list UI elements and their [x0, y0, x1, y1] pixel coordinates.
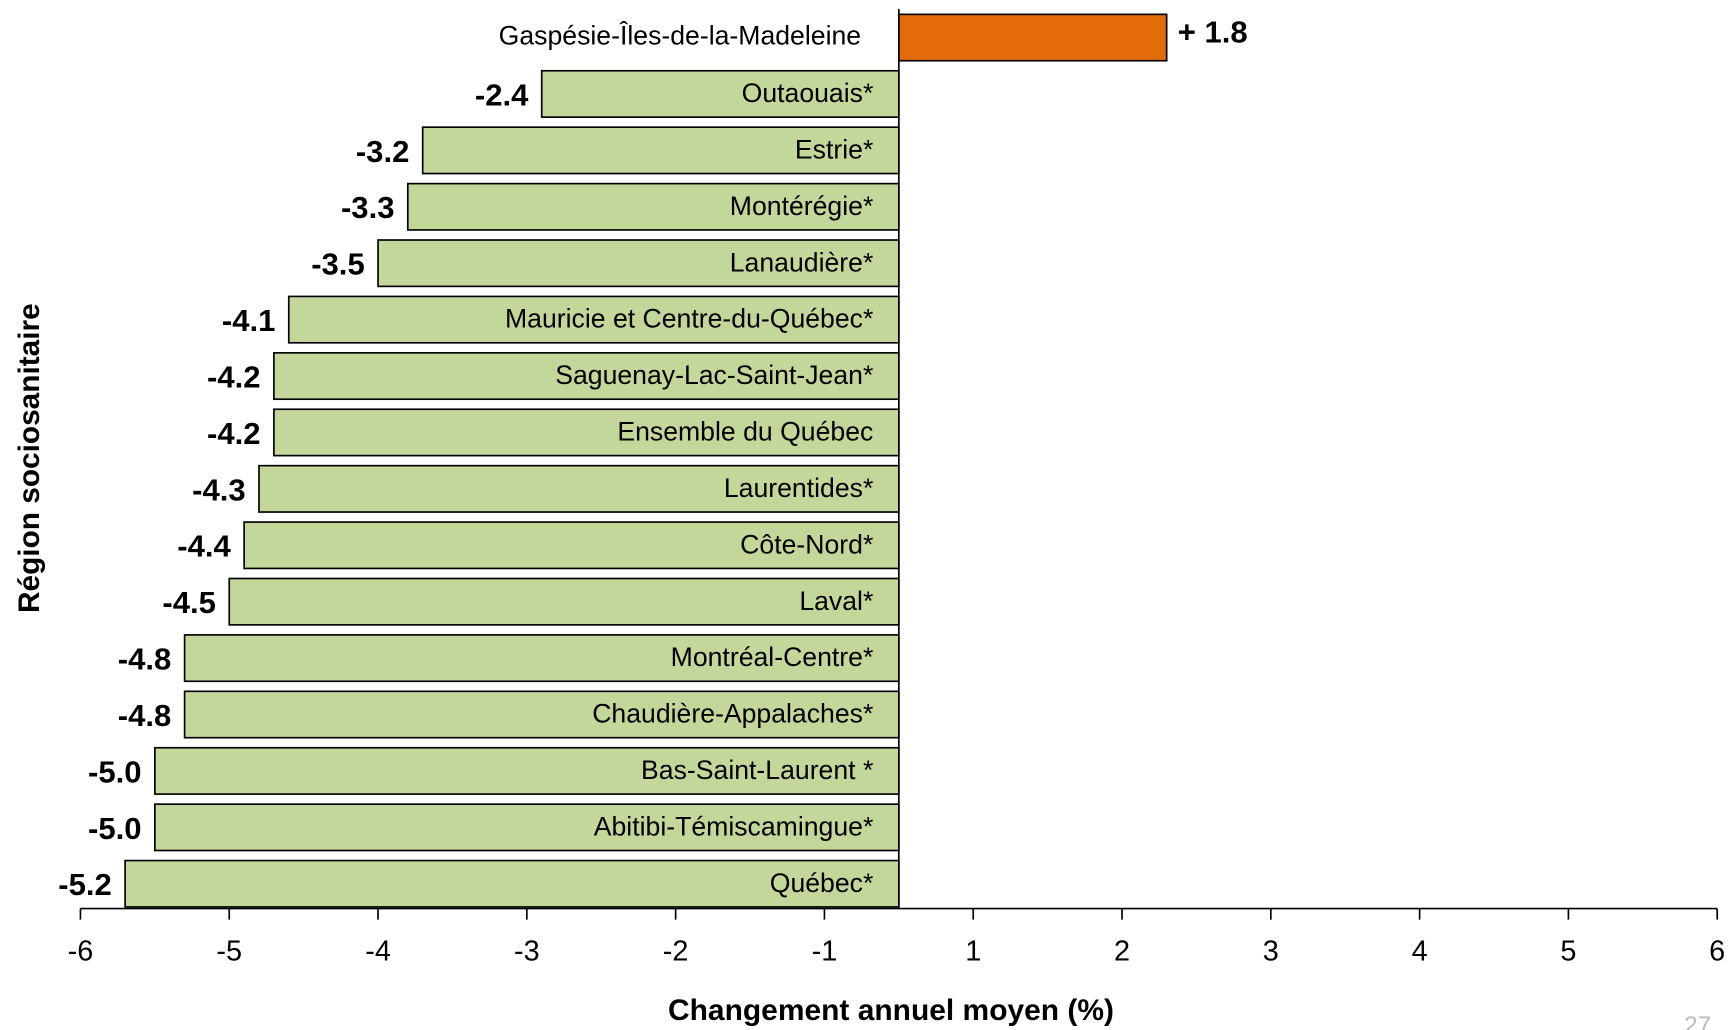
bar [228, 577, 900, 626]
value-label: -3.3 [341, 190, 395, 225]
y-axis-title: Région sociosanitaire [13, 303, 46, 613]
x-axis-title: Changement annuel moyen (%) [668, 994, 1114, 1027]
category-label: Montérégie* [730, 191, 874, 221]
value-label: + 1.8 [1178, 14, 1248, 49]
x-tick-label: -2 [663, 935, 689, 967]
category-label: Laurentides* [724, 473, 873, 503]
bar [406, 182, 900, 231]
value-label: -4.4 [177, 529, 231, 564]
value-label: -3.5 [311, 247, 365, 282]
bar [243, 521, 900, 570]
category-label: Abitibi-Témiscamingue* [594, 812, 874, 842]
category-label: Gaspésie-Îles-de-la-Madeleine [499, 21, 861, 51]
value-label: -4.8 [118, 642, 172, 677]
category-label: Mauricie et Centre-du-Québec* [505, 304, 873, 334]
value-label: -4.8 [118, 698, 172, 733]
x-tick-label: 6 [1709, 935, 1725, 967]
page-number: 27 [1684, 1012, 1711, 1030]
bar [377, 239, 900, 288]
x-tick-label: -4 [365, 935, 391, 967]
value-label: -5.0 [88, 811, 142, 846]
bar [154, 746, 900, 795]
value-label: -4.5 [162, 585, 216, 620]
bar [897, 13, 1168, 62]
category-label: Saguenay-Lac-Saint-Jean* [555, 360, 873, 390]
x-tick-label: 2 [1114, 935, 1130, 967]
category-label: Québec* [770, 868, 874, 898]
category-label: Outaouais* [742, 78, 874, 108]
value-label: -4.1 [222, 303, 276, 338]
category-label: Montréal-Centre* [671, 642, 874, 672]
x-tick-label: 4 [1412, 935, 1428, 967]
category-label: Côte-Nord* [740, 529, 873, 559]
bar [287, 295, 900, 344]
value-label: -4.2 [207, 416, 261, 451]
category-label: Lanaudière* [730, 247, 874, 277]
value-label: -2.4 [475, 78, 529, 113]
value-label: -4.3 [192, 472, 246, 507]
bar [273, 408, 900, 457]
x-tick-label: 5 [1560, 935, 1576, 967]
x-tick-label: 1 [965, 935, 981, 967]
plot: Changement annuel moyen (%) Région socio… [13, 8, 1725, 1030]
x-tick-label: -6 [68, 935, 94, 967]
value-label: -5.0 [88, 754, 142, 789]
bar [124, 859, 900, 908]
category-label: Estrie* [795, 135, 873, 165]
x-tick-label: 3 [1263, 935, 1279, 967]
bar [154, 803, 900, 852]
category-label: Bas-Saint-Laurent * [641, 755, 873, 785]
bar [183, 634, 900, 683]
value-label: -4.2 [207, 360, 261, 395]
x-tick-label: -1 [812, 935, 838, 967]
category-label: Chaudière-Appalaches* [592, 699, 873, 729]
bar [421, 126, 900, 175]
category-label: Ensemble du Québec [617, 417, 873, 447]
value-label: -5.2 [58, 867, 112, 902]
value-label: -3.2 [356, 134, 410, 169]
x-tick-label: -5 [216, 935, 242, 967]
bar [273, 352, 900, 401]
category-label: Laval* [799, 586, 873, 616]
x-tick-label: -3 [514, 935, 540, 967]
